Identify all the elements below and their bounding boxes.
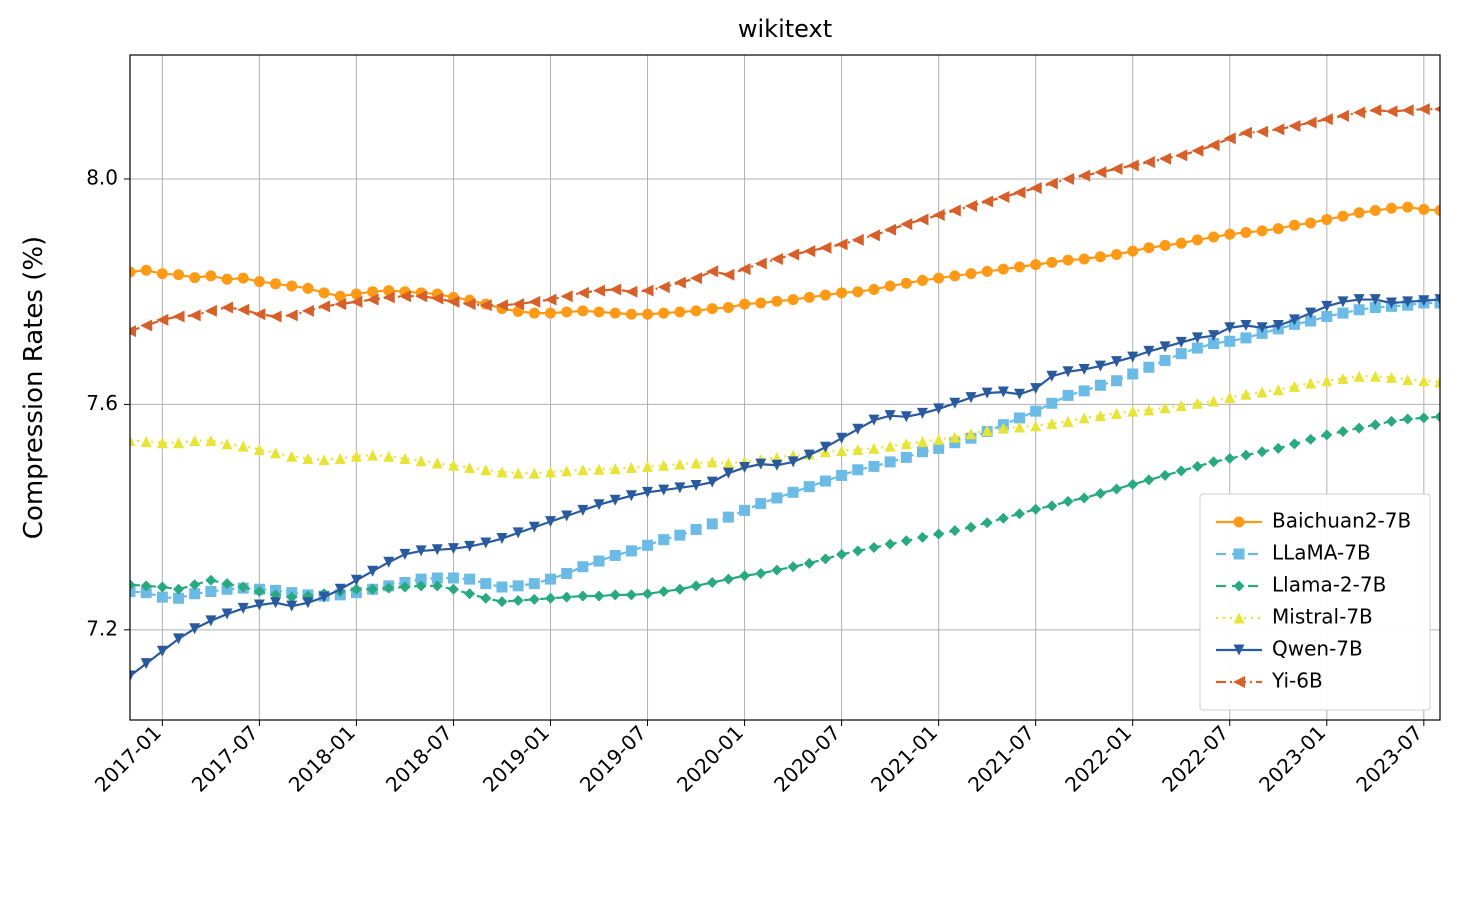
svg-text:2018-01: 2018-01 xyxy=(284,721,360,797)
svg-text:8.0: 8.0 xyxy=(86,165,118,189)
svg-text:Llama-2-7B: Llama-2-7B xyxy=(1272,573,1386,597)
svg-text:2017-07: 2017-07 xyxy=(187,721,263,797)
svg-text:wikitext: wikitext xyxy=(738,15,832,43)
svg-text:Qwen-7B: Qwen-7B xyxy=(1272,637,1363,661)
svg-text:LLaMA-7B: LLaMA-7B xyxy=(1272,541,1371,565)
svg-text:Compression Rates (%): Compression Rates (%) xyxy=(19,236,49,539)
svg-text:2022-01: 2022-01 xyxy=(1060,721,1136,797)
svg-text:2021-07: 2021-07 xyxy=(963,721,1039,797)
svg-text:2022-07: 2022-07 xyxy=(1157,721,1233,797)
svg-text:Yi-6B: Yi-6B xyxy=(1271,669,1323,693)
svg-text:2018-07: 2018-07 xyxy=(381,721,457,797)
svg-text:2019-07: 2019-07 xyxy=(575,721,651,797)
legend: Baichuan2-7B LLaMA-7B Llama-2-7B Mistral-7B… xyxy=(1200,494,1430,710)
chart-container: 7.2 7.6 8.0 2017-01 2017-07 2018-01 2018-07 201… xyxy=(0,0,1475,900)
svg-text:2020-01: 2020-01 xyxy=(672,721,748,797)
svg-text:2021-01: 2021-01 xyxy=(866,721,942,797)
svg-text:2023-07: 2023-07 xyxy=(1351,721,1427,797)
svg-text:Baichuan2-7B: Baichuan2-7B xyxy=(1272,509,1411,533)
svg-text:2019-01: 2019-01 xyxy=(478,721,554,797)
svg-text:2023-01: 2023-01 xyxy=(1254,721,1330,797)
svg-text:Mistral-7B: Mistral-7B xyxy=(1272,605,1373,629)
svg-text:2017-01: 2017-01 xyxy=(90,721,166,797)
svg-text:2020-07: 2020-07 xyxy=(769,721,845,797)
svg-text:7.6: 7.6 xyxy=(86,391,118,415)
line-chart: 7.2 7.6 8.0 2017-01 2017-07 2018-01 2018-07 201… xyxy=(0,0,1475,900)
svg-text:7.2: 7.2 xyxy=(86,616,118,640)
